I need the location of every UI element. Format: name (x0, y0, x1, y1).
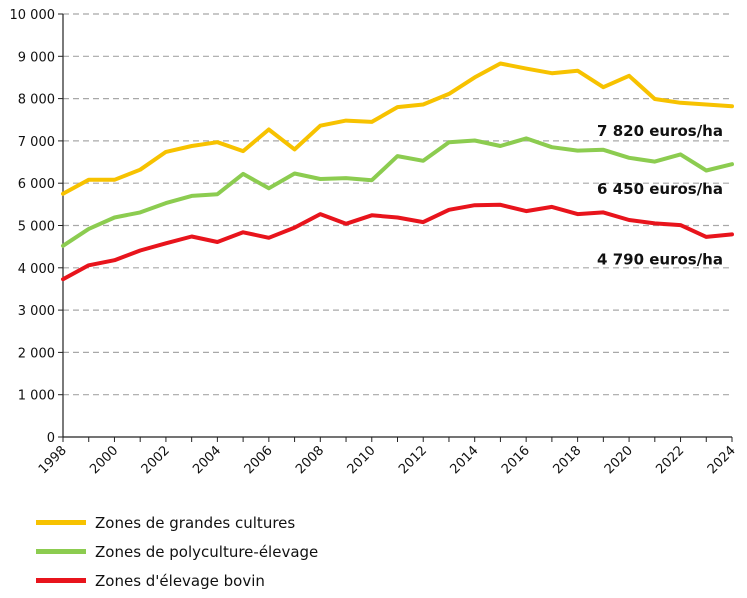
x-tick-label: 2024 (705, 443, 739, 477)
y-tick-label: 1 000 (18, 389, 55, 404)
series-end-label-0: 7 820 euros/ha (597, 122, 723, 140)
y-tick-label: 9 000 (18, 50, 55, 65)
y-tick-label: 5 000 (18, 220, 55, 235)
y-tick-label: 8 000 (18, 93, 55, 108)
x-tick-label: 2018 (550, 443, 584, 477)
x-tick-label: 2006 (242, 443, 276, 477)
series-end-label-1: 6 450 euros/ha (597, 180, 723, 198)
x-tick-label: 2016 (499, 443, 533, 477)
series-line-0 (61, 61, 734, 196)
line-chart: 0 1 000 2 000 3 000 4 000 5 000 6 000 7 000 8 00… (10, 8, 739, 477)
legend-swatch-elevage-bovin (36, 578, 86, 583)
series-line-2 (61, 202, 734, 282)
y-tick-label: 3 000 (18, 304, 55, 319)
x-tick-label: 2000 (87, 443, 121, 477)
legend-item-elevage-bovin: Zones d'élevage bovin (36, 566, 318, 595)
legend-item-polyculture-elevage: Zones de polyculture-élevage (36, 537, 318, 566)
y-tick-label: 6 000 (18, 177, 55, 192)
x-tick-label: 2008 (293, 443, 327, 477)
series-lines (61, 61, 734, 282)
y-tick-label: 0 (47, 431, 55, 446)
x-tick-label: 2020 (602, 443, 636, 477)
y-tick-label: 7 000 (18, 135, 55, 150)
series-end-label-2: 4 790 euros/ha (597, 250, 723, 268)
series-line-1 (61, 136, 734, 248)
legend-swatch-polyculture-elevage (36, 549, 86, 554)
y-tick-label: 10 000 (10, 8, 56, 23)
axes (58, 13, 733, 442)
x-tick-label: 2012 (396, 443, 430, 477)
legend-swatch-grandes-cultures (36, 520, 86, 525)
y-tick-label: 4 000 (18, 262, 55, 277)
gridlines (63, 13, 732, 396)
legend-label: Zones d'élevage bovin (95, 571, 265, 590)
x-tick-label: 2004 (190, 443, 224, 477)
legend-item-grandes-cultures: Zones de grandes cultures (36, 508, 318, 537)
y-tick-label: 2 000 (18, 346, 55, 361)
x-tick-label: 2022 (653, 443, 687, 477)
legend: Zones de grandes cultures Zones de polyc… (36, 508, 318, 595)
x-tick-label: 2014 (448, 443, 482, 477)
x-tick-label: 2010 (345, 443, 379, 477)
x-tick-label: 2002 (139, 443, 173, 477)
x-tick-label: 1998 (36, 443, 70, 477)
legend-label: Zones de grandes cultures (95, 513, 296, 532)
legend-label: Zones de polyculture-élevage (95, 542, 319, 561)
